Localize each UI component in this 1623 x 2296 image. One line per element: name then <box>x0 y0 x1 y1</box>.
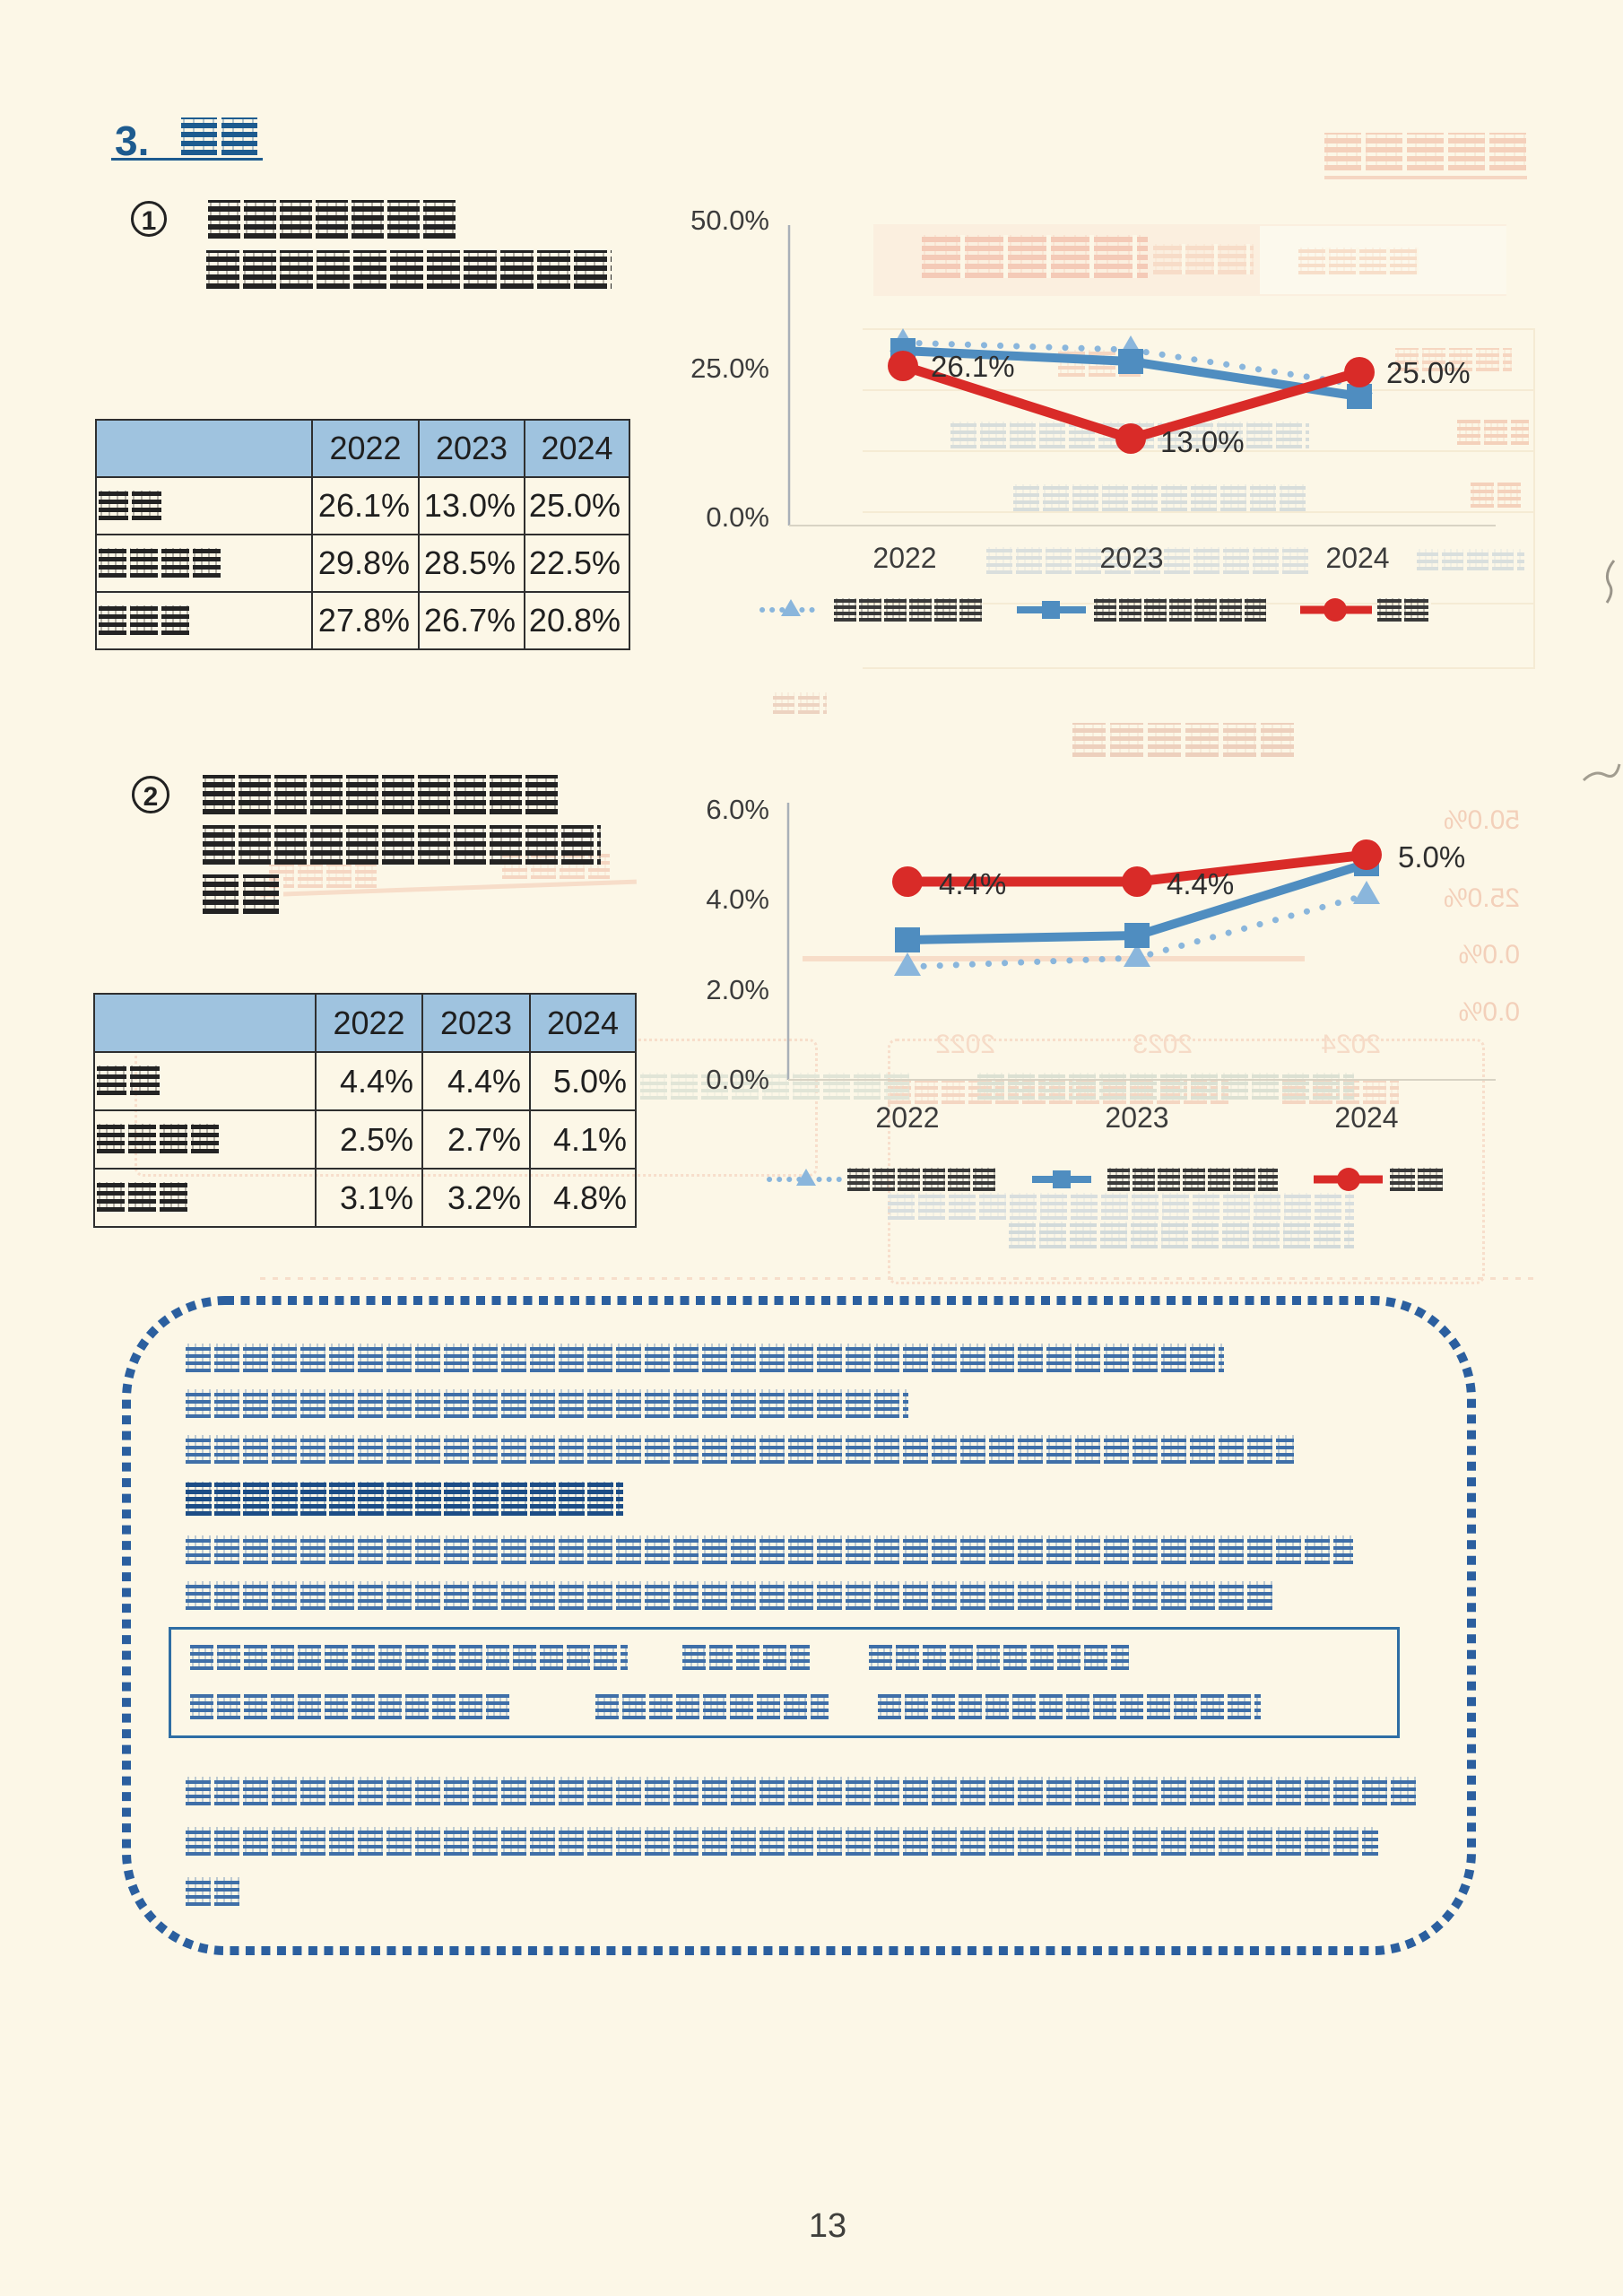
svg-text:2023: 2023 <box>1105 1101 1168 1134</box>
svg-text:0.0%: 0.0% <box>706 501 769 533</box>
svg-text:2024: 2024 <box>1334 1101 1398 1134</box>
svg-text:4.4%: 4.4% <box>1167 867 1234 900</box>
svg-text:2.0%: 2.0% <box>706 974 769 1005</box>
svg-text:2022: 2022 <box>875 1101 939 1134</box>
svg-text:6.0%: 6.0% <box>706 794 769 825</box>
svg-text:26.1%: 26.1% <box>931 350 1015 383</box>
svg-text:13.0%: 13.0% <box>1160 425 1245 458</box>
svg-text:25.0%: 25.0% <box>1386 356 1471 389</box>
svg-text:4.4%: 4.4% <box>939 867 1006 900</box>
svg-text:5.0%: 5.0% <box>1398 840 1465 874</box>
svg-text:2023: 2023 <box>1099 542 1163 574</box>
svg-text:2022: 2022 <box>872 542 936 574</box>
svg-text:25.0%: 25.0% <box>690 352 769 384</box>
svg-text:0.0%: 0.0% <box>706 1064 769 1095</box>
svg-text:2024: 2024 <box>1325 542 1389 574</box>
svg-text:50.0%: 50.0% <box>690 204 769 236</box>
svg-text:4.0%: 4.0% <box>706 883 769 915</box>
